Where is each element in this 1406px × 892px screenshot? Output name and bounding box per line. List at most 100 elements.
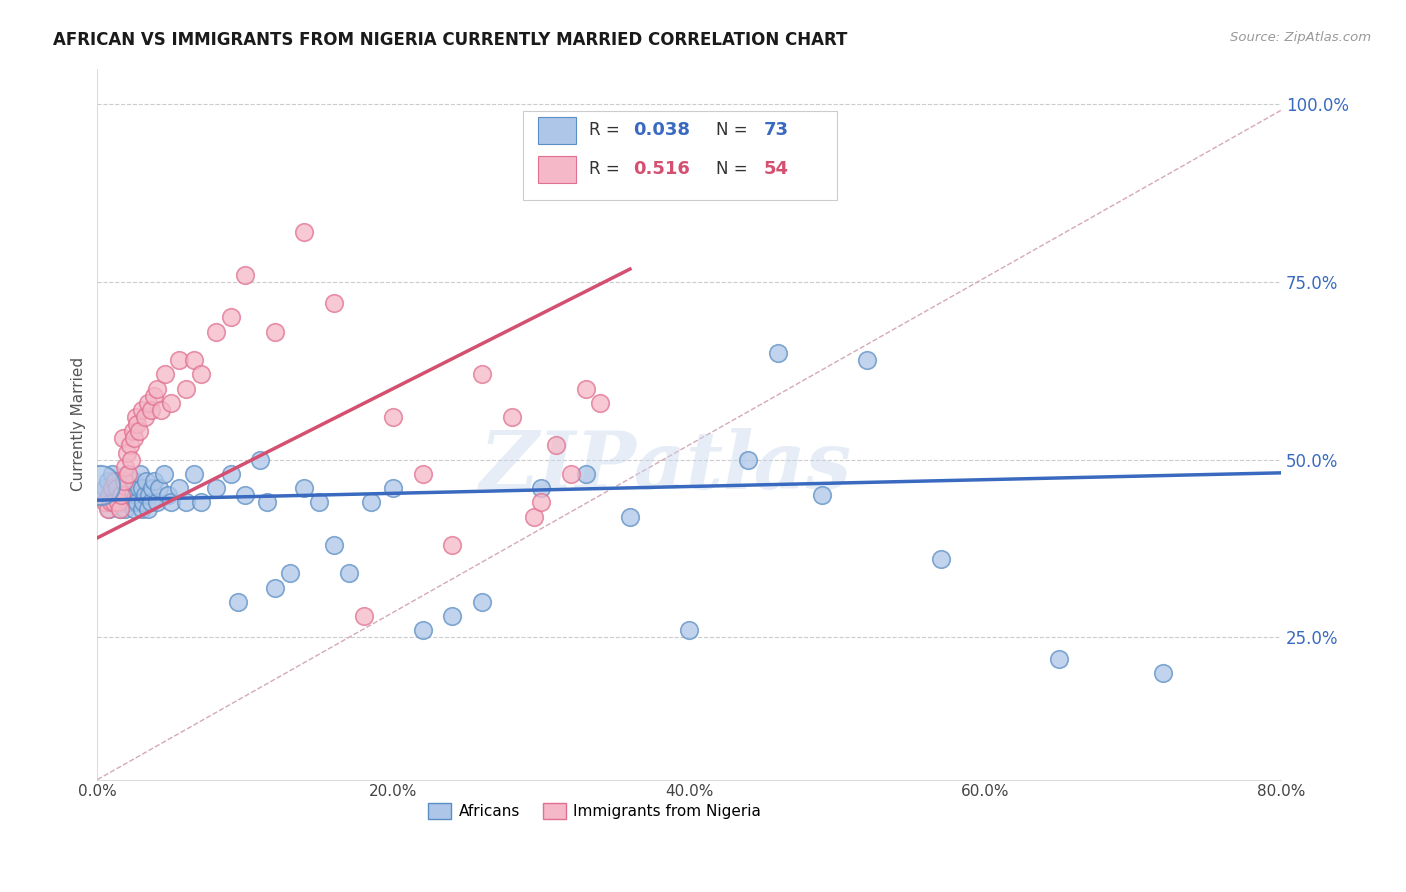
Point — [128, 424, 150, 438]
Point — [114, 502, 136, 516]
Point — [108, 502, 131, 516]
Point — [264, 581, 287, 595]
Point — [855, 353, 877, 368]
Point — [308, 495, 330, 509]
Point — [1047, 651, 1070, 665]
Point — [115, 467, 138, 481]
Point — [544, 438, 567, 452]
Point — [160, 495, 183, 509]
Point — [118, 438, 141, 452]
Point — [204, 325, 226, 339]
Point — [219, 467, 242, 481]
Point — [148, 481, 170, 495]
Point — [125, 488, 148, 502]
Point — [125, 409, 148, 424]
Point — [441, 609, 464, 624]
Point — [441, 538, 464, 552]
Point — [115, 445, 138, 459]
Text: 73: 73 — [763, 121, 789, 139]
Point — [118, 488, 141, 502]
Point — [108, 474, 131, 488]
Point — [97, 474, 120, 488]
Point — [619, 509, 641, 524]
Point — [530, 481, 553, 495]
Point — [104, 481, 127, 495]
Point — [501, 409, 523, 424]
Point — [412, 467, 434, 481]
Point — [233, 488, 256, 502]
Point — [107, 495, 129, 509]
Text: AFRICAN VS IMMIGRANTS FROM NIGERIA CURRENTLY MARRIED CORRELATION CHART: AFRICAN VS IMMIGRANTS FROM NIGERIA CURRE… — [53, 31, 848, 49]
Point — [105, 481, 128, 495]
Point — [249, 452, 271, 467]
Point — [160, 395, 183, 409]
Point — [412, 624, 434, 638]
Point — [929, 552, 952, 566]
Point — [142, 389, 165, 403]
Point — [136, 395, 159, 409]
Point — [574, 382, 596, 396]
Point — [523, 509, 546, 524]
Point — [110, 488, 132, 502]
Text: 0.516: 0.516 — [634, 161, 690, 178]
Point — [134, 409, 156, 424]
Point — [183, 353, 205, 368]
Point — [294, 481, 316, 495]
Legend: Africans, Immigrants from Nigeria: Africans, Immigrants from Nigeria — [422, 797, 768, 825]
Point — [94, 495, 117, 509]
FancyBboxPatch shape — [537, 156, 575, 183]
Point — [155, 368, 177, 382]
Point — [120, 452, 142, 467]
Point — [574, 467, 596, 481]
Point — [226, 595, 249, 609]
Point — [110, 488, 132, 502]
Point — [360, 495, 382, 509]
Point — [111, 481, 134, 495]
Point — [127, 495, 149, 509]
Point — [382, 409, 405, 424]
Point — [278, 566, 301, 581]
Point — [120, 481, 142, 495]
Point — [264, 325, 287, 339]
Y-axis label: Currently Married: Currently Married — [72, 357, 86, 491]
Point — [149, 402, 172, 417]
Point — [323, 296, 346, 310]
Point — [139, 402, 162, 417]
Text: 0.038: 0.038 — [634, 121, 690, 139]
Point — [382, 481, 405, 495]
Point — [100, 495, 122, 509]
Text: N =: N = — [717, 161, 754, 178]
Point — [124, 502, 146, 516]
Point — [132, 495, 155, 509]
Point — [98, 488, 121, 502]
Point — [167, 481, 190, 495]
Point — [134, 488, 156, 502]
Point — [589, 395, 612, 409]
Point — [256, 495, 278, 509]
Text: Source: ZipAtlas.com: Source: ZipAtlas.com — [1230, 31, 1371, 45]
Point — [105, 495, 128, 509]
Point — [135, 474, 157, 488]
Point — [190, 368, 212, 382]
Point — [183, 467, 205, 481]
Point — [766, 346, 789, 360]
Point — [89, 477, 111, 491]
Point — [114, 459, 136, 474]
Point — [174, 382, 197, 396]
Point — [97, 502, 120, 516]
Text: R =: R = — [589, 161, 624, 178]
Point — [294, 225, 316, 239]
Text: ZIPatlas: ZIPatlas — [479, 428, 852, 506]
Text: 54: 54 — [763, 161, 789, 178]
Point — [128, 481, 150, 495]
Point — [108, 502, 131, 516]
Text: R =: R = — [589, 121, 624, 139]
Point — [337, 566, 360, 581]
Point — [157, 488, 180, 502]
Point — [145, 382, 167, 396]
Point — [471, 368, 494, 382]
Point — [471, 595, 494, 609]
Point — [103, 495, 125, 509]
Point — [104, 474, 127, 488]
Point — [233, 268, 256, 282]
